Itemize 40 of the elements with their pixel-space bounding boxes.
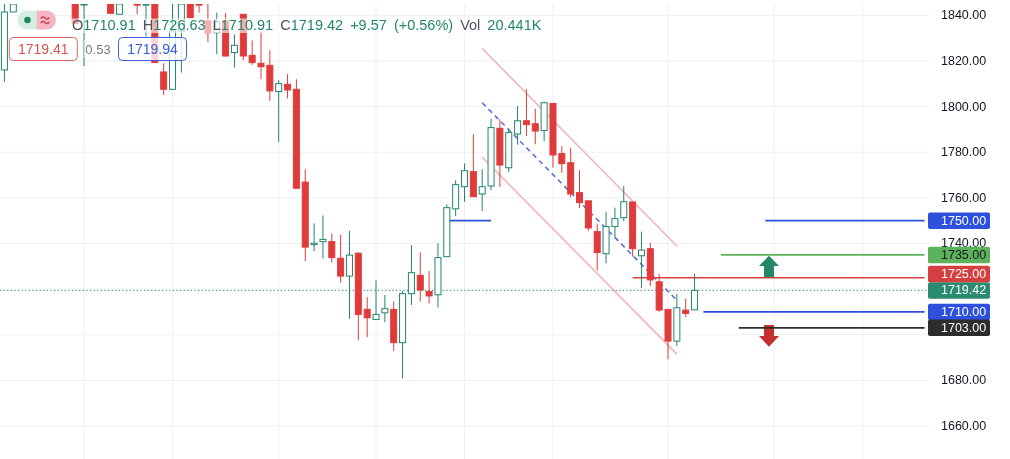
- y-tick-label: 1800.00: [941, 99, 987, 114]
- data-label: 1725.00: [941, 266, 987, 281]
- y-tick-label: 1820.00: [941, 54, 987, 69]
- candlestick: [363, 296, 371, 338]
- y-tick-label: 1660.00: [941, 418, 987, 433]
- data-label: 1750.00: [941, 213, 987, 228]
- candlestick: [682, 298, 690, 318]
- candlestick: [133, 4, 141, 15]
- candlestick: [637, 231, 645, 289]
- candlestick: [204, 4, 212, 43]
- candlestick: [620, 185, 628, 222]
- candlestick: [310, 222, 318, 252]
- candlestick: [328, 233, 336, 264]
- candlestick: [381, 294, 389, 323]
- ref-line-label: 1719.42: [941, 283, 987, 298]
- candlestick: [514, 105, 522, 146]
- candlestick: [319, 214, 327, 259]
- candlestick: [416, 251, 424, 302]
- candlestick: [460, 162, 469, 203]
- y-tick-label: 1680.00: [941, 373, 987, 388]
- candlestick: [337, 234, 345, 284]
- candlestick: [522, 88, 530, 137]
- data-label: 1703.00: [941, 320, 987, 335]
- y-tick-label: 1840.00: [941, 8, 987, 23]
- candlestick: [345, 230, 353, 320]
- candlestick: [160, 62, 168, 96]
- annotation: 1719.41: [18, 41, 69, 57]
- candlestick: [531, 108, 539, 145]
- y-tick-label: 1780.00: [941, 145, 987, 160]
- chart-title: O1710.91 H1726.63 L1710.91 C1719.42 +9.57 (+0.56%) Vol 20.441K: [72, 16, 542, 33]
- candlestick: [425, 270, 433, 304]
- candlestick: [593, 223, 601, 271]
- annotation: 0.53: [85, 41, 111, 57]
- annotation: 1719.94: [127, 41, 179, 57]
- y-tick-label: 1760.00: [941, 190, 987, 205]
- candlestick: [230, 33, 238, 69]
- candlestick: [284, 73, 292, 99]
- data-label: 1710.00: [941, 304, 987, 319]
- candlestick: [576, 169, 584, 209]
- candlestick: [275, 79, 283, 143]
